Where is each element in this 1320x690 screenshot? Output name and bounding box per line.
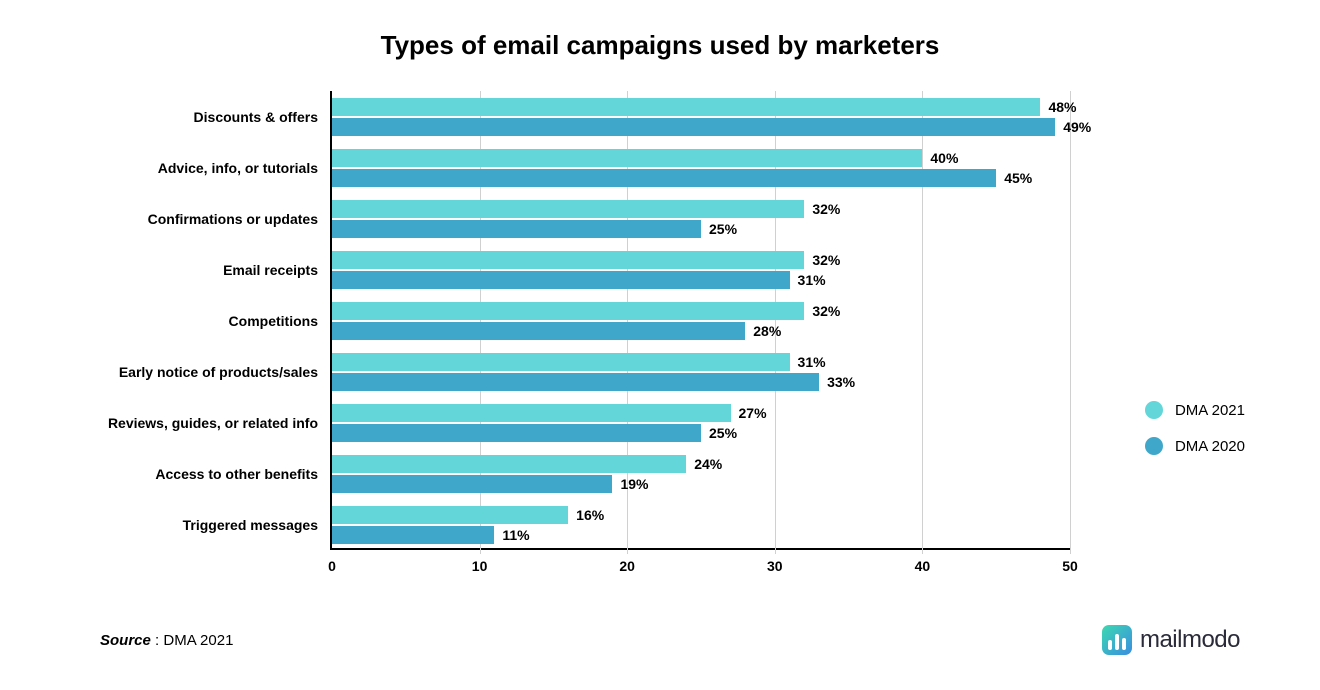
y-axis-label: Advice, info, or tutorials [100, 142, 318, 193]
grid-line [1070, 91, 1071, 554]
bar-value-label: 27% [739, 405, 767, 421]
legend-label: DMA 2021 [1175, 402, 1245, 419]
x-axis-tick: 30 [767, 558, 783, 574]
bar: 32% [332, 302, 804, 320]
bar: 24% [332, 455, 686, 473]
bar-group: 32% 28% [332, 295, 1070, 346]
bar: 28% [332, 322, 745, 340]
legend-label: DMA 2020 [1175, 438, 1245, 455]
y-axis-labels: Discounts & offersAdvice, info, or tutor… [100, 91, 330, 550]
source-label: Source [100, 632, 151, 649]
bar: 32% [332, 200, 804, 218]
chart-title: Types of email campaigns used by markete… [60, 30, 1260, 61]
bar-group: 48%49% [332, 91, 1070, 142]
bar-value-label: 32% [812, 201, 840, 217]
bar-value-label: 40% [930, 150, 958, 166]
bar: 31% [332, 353, 790, 371]
brand-icon [1102, 625, 1132, 655]
bar: 27% [332, 404, 731, 422]
bar-value-label: 45% [1004, 170, 1032, 186]
bar-value-label: 31% [798, 354, 826, 370]
bar: 48% [332, 98, 1040, 116]
bar: 25% [332, 220, 701, 238]
legend-swatch [1145, 401, 1163, 419]
bar-group: 32% 31% [332, 244, 1070, 295]
bar: 31% [332, 271, 790, 289]
bar-value-label: 32% [812, 303, 840, 319]
plot-area: 0102030405048%49%40%45%32%25%32%31%32%28… [330, 91, 1070, 550]
y-axis-label: Triggered messages [100, 499, 318, 550]
bar-value-label: 25% [709, 425, 737, 441]
y-axis-label: Competitions [100, 295, 318, 346]
brand-name: mailmodo [1140, 626, 1240, 654]
x-axis-tick: 20 [619, 558, 635, 574]
y-axis-label: Reviews, guides, or related info [100, 397, 318, 448]
bar-value-label: 33% [827, 374, 855, 390]
bar: 19% [332, 475, 612, 493]
bar-value-label: 49% [1063, 119, 1091, 135]
bar-value-label: 16% [576, 507, 604, 523]
bar: 49% [332, 118, 1055, 136]
bar-value-label: 28% [753, 323, 781, 339]
chart: Discounts & offersAdvice, info, or tutor… [100, 91, 1260, 550]
bar-group: 24% 19% [332, 448, 1070, 499]
bar-value-label: 19% [620, 476, 648, 492]
legend-item: DMA 2020 [1145, 437, 1245, 455]
brand-logo: mailmodo [1102, 625, 1240, 655]
y-axis-label: Email receipts [100, 244, 318, 295]
x-axis-tick: 50 [1062, 558, 1078, 574]
bar: 33% [332, 373, 819, 391]
bar-value-label: 24% [694, 456, 722, 472]
legend: DMA 2021 DMA 2020 [1145, 401, 1245, 473]
source-text: DMA 2021 [163, 632, 233, 649]
bar-group: 16% 11% [332, 499, 1070, 550]
source-citation: Source : DMA 2021 [100, 632, 233, 649]
bar: 45% [332, 169, 996, 187]
bar-group: 31%33% [332, 346, 1070, 397]
footer: Source : DMA 2021 mailmodo [100, 625, 1240, 655]
bar: 16% [332, 506, 568, 524]
x-axis-tick: 0 [328, 558, 336, 574]
y-axis-label: Confirmations or updates [100, 193, 318, 244]
bar: 25% [332, 424, 701, 442]
bar-group: 32% 25% [332, 193, 1070, 244]
bar: 11% [332, 526, 494, 544]
bar-value-label: 32% [812, 252, 840, 268]
bar-value-label: 31% [798, 272, 826, 288]
legend-swatch [1145, 437, 1163, 455]
x-axis-tick: 10 [472, 558, 488, 574]
bar: 40% [332, 149, 922, 167]
bar: 32% [332, 251, 804, 269]
bar-value-label: 48% [1048, 99, 1076, 115]
legend-item: DMA 2021 [1145, 401, 1245, 419]
y-axis-label: Discounts & offers [100, 91, 318, 142]
bar-group: 27%25% [332, 397, 1070, 448]
bar-group: 40% 45% [332, 142, 1070, 193]
bar-value-label: 11% [502, 527, 529, 543]
x-axis-tick: 40 [915, 558, 931, 574]
y-axis-label: Access to other benefits [100, 448, 318, 499]
y-axis-label: Early notice of products/sales [100, 346, 318, 397]
bar-value-label: 25% [709, 221, 737, 237]
